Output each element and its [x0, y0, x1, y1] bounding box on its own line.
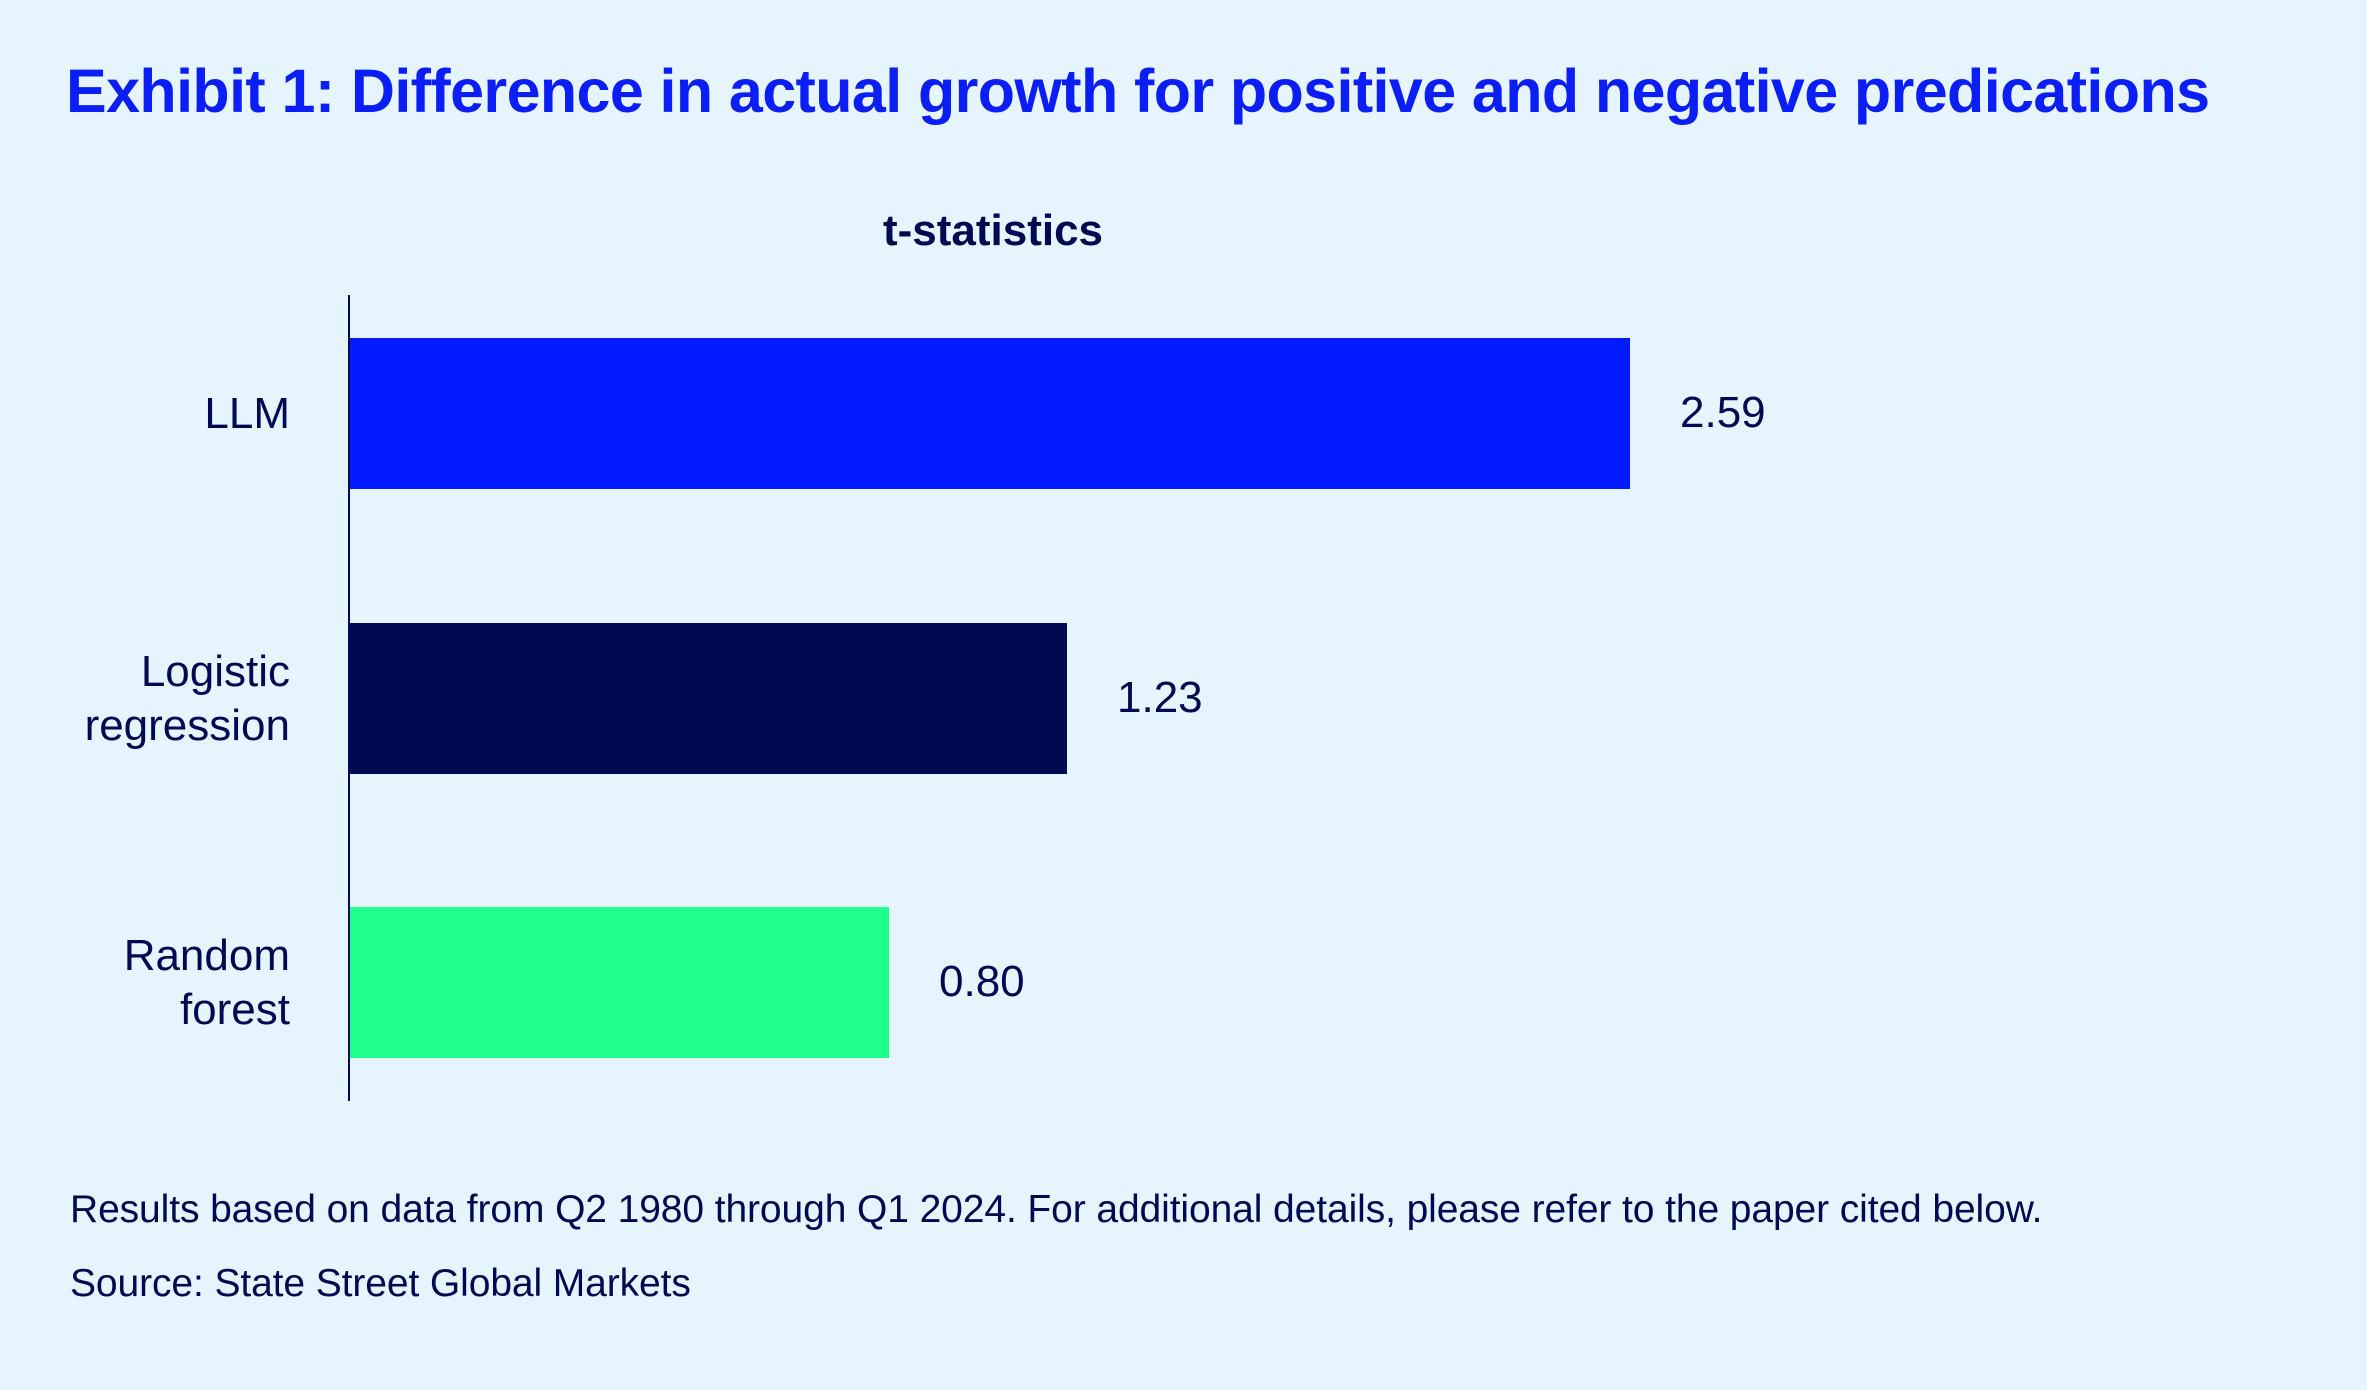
- bar-logistic-regression: [350, 623, 1067, 774]
- chart-title: Exhibit 1: Difference in actual growth f…: [66, 57, 2210, 125]
- category-label-llm: LLM: [204, 388, 290, 438]
- value-label-logistic-regression: 1.23: [1117, 672, 1203, 722]
- value-label-random-forest: 0.80: [939, 956, 1025, 1006]
- value-label-llm: 2.59: [1680, 387, 1766, 437]
- category-label-random-forest: Random forest: [123, 930, 290, 1034]
- footnote-note: Results based on data from Q2 1980 throu…: [70, 1188, 2043, 1231]
- bar-llm: [350, 338, 1630, 489]
- axis-title: t-statistics: [882, 206, 1104, 255]
- y-axis-line: [348, 295, 350, 1101]
- category-label-logistic-regression: Logistic regression: [84, 646, 290, 750]
- bar-random-forest: [350, 907, 889, 1058]
- footnote-source: Source: State Street Global Markets: [70, 1262, 691, 1305]
